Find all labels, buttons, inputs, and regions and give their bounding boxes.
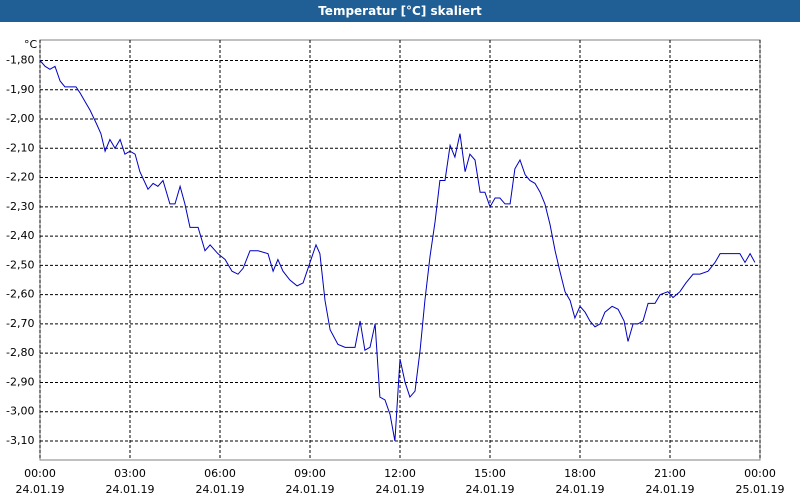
x-tick-date: 24.01.19	[196, 483, 245, 496]
y-tick-label: -2,90	[6, 375, 34, 388]
y-tick-label: -2,50	[6, 258, 34, 271]
y-tick-label: -2,40	[6, 229, 34, 242]
x-tick-label: 15:00	[474, 467, 506, 480]
x-tick-date: 24.01.19	[286, 483, 335, 496]
x-tick-label: 06:00	[204, 467, 236, 480]
y-tick-label: -3,10	[6, 434, 34, 447]
y-tick-label: -1,90	[6, 83, 34, 96]
x-tick-date: 25.01.19	[736, 483, 785, 496]
y-tick-label: -2,60	[6, 288, 34, 301]
y-tick-label: -2,30	[6, 200, 34, 213]
x-tick-label: 00:00	[744, 467, 776, 480]
title-bar: Temperatur [°C] skaliert	[0, 0, 800, 22]
x-tick-date: 24.01.19	[556, 483, 605, 496]
x-tick-date: 24.01.19	[106, 483, 155, 496]
y-tick-label: -2,70	[6, 317, 34, 330]
y-tick-label: -2,10	[6, 141, 34, 154]
x-tick-date: 24.01.19	[466, 483, 515, 496]
x-tick-label: 00:00	[24, 467, 56, 480]
y-tick-label: -1,80	[6, 53, 34, 66]
x-tick-label: 18:00	[564, 467, 596, 480]
chart: °C -1,80 -1,90 -2,00 -2,10 -2,20 -2,30 -2,40 -2…	[6, 38, 785, 496]
unit-label: °C	[24, 38, 38, 51]
y-tick-label: -2,80	[6, 346, 34, 359]
x-tick-label: 03:00	[114, 467, 146, 480]
y-tick-label: -2,20	[6, 171, 34, 184]
x-tick-date: 24.01.19	[376, 483, 425, 496]
y-tick-label: -3,00	[6, 405, 34, 418]
x-tick-date: 24.01.19	[16, 483, 65, 496]
x-tick-label: 21:00	[654, 467, 686, 480]
x-tick-label: 09:00	[294, 467, 326, 480]
x-tick-date: 24.01.19	[646, 483, 695, 496]
y-tick-label: -2,00	[6, 112, 34, 125]
data-line	[39, 60, 756, 442]
x-tick-label: 12:00	[384, 467, 416, 480]
